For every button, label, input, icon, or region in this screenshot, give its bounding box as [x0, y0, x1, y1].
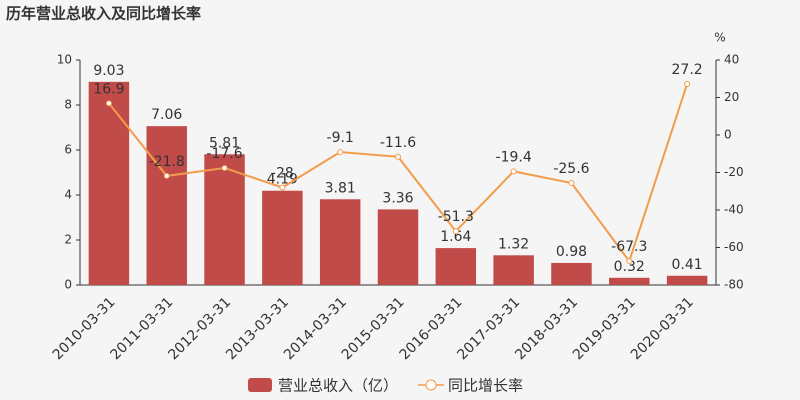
bar-value-label: 3.36	[382, 190, 413, 206]
line-value-label: -19.4	[496, 149, 532, 165]
line-point	[395, 153, 401, 160]
line-point	[684, 81, 691, 87]
y2-tick-label: 0	[724, 128, 732, 142]
line-value-label: -67.3	[611, 239, 647, 255]
y-tick-label: 6	[64, 143, 72, 157]
bar	[493, 255, 534, 285]
y2-tick-label: 40	[724, 53, 739, 67]
y-tick-label: 0	[64, 278, 72, 292]
line-value-label: -51.3	[438, 209, 474, 225]
line-point	[337, 149, 344, 156]
line-value-label: -25.6	[553, 161, 589, 177]
y-tick-label: 10	[57, 53, 72, 67]
bar-value-label: 9.03	[93, 63, 124, 79]
bar	[435, 248, 477, 285]
x-tick-label: 2020-03-31	[628, 294, 697, 363]
line-value-label: -17.6	[206, 146, 242, 162]
bar-value-label: 3.81	[325, 180, 356, 196]
bar	[204, 154, 245, 285]
legend-label: 营业总收入（亿）	[278, 377, 398, 395]
line-value-label: -11.6	[380, 135, 416, 151]
line-point	[105, 100, 112, 107]
bar	[551, 262, 592, 285]
y-tick-label: 2	[64, 233, 72, 247]
bar	[666, 275, 708, 285]
y2-tick-label: 20	[724, 90, 739, 104]
y2-tick-label: -80	[724, 278, 744, 292]
bar-value-label: 0.32	[614, 259, 645, 275]
legend-swatch	[425, 379, 437, 391]
line-point	[279, 184, 286, 191]
line-point	[452, 228, 459, 235]
bar-value-label: 1.64	[440, 229, 471, 245]
line-point	[568, 180, 575, 186]
y2-tick-label: -20	[724, 165, 744, 179]
legend-swatch	[248, 378, 272, 392]
bar-value-label: 5.81	[209, 135, 240, 151]
bar	[377, 209, 419, 285]
bar-value-label: 0.98	[556, 244, 587, 260]
legend-label: 同比增长率	[448, 377, 523, 395]
y-tick-label: 4	[64, 188, 72, 202]
line-value-label: -9.1	[327, 130, 354, 146]
line-value-label: 16.9	[93, 81, 124, 97]
line-value-label: -21.8	[149, 154, 185, 170]
line-value-label: 27.2	[672, 62, 703, 78]
bar-value-label: 7.06	[151, 107, 182, 123]
y-tick-label: 8	[64, 98, 72, 112]
line-point	[163, 172, 170, 179]
y2-tick-label: -40	[724, 203, 744, 217]
bar	[88, 81, 130, 285]
bar	[146, 126, 187, 286]
bar-value-label: 1.32	[498, 236, 529, 252]
line-point	[221, 165, 228, 171]
line-value-label: -28	[271, 166, 294, 182]
bar	[319, 199, 361, 285]
line-point	[510, 168, 517, 175]
chart-title: 历年营业总收入及同比增长率	[6, 5, 201, 23]
y2-tick-label: -60	[724, 240, 744, 254]
bar-value-label: 0.41	[672, 257, 703, 273]
bar	[609, 277, 650, 285]
line-point	[626, 258, 633, 265]
bar	[262, 190, 303, 285]
y2-axis-label: %	[714, 31, 725, 45]
